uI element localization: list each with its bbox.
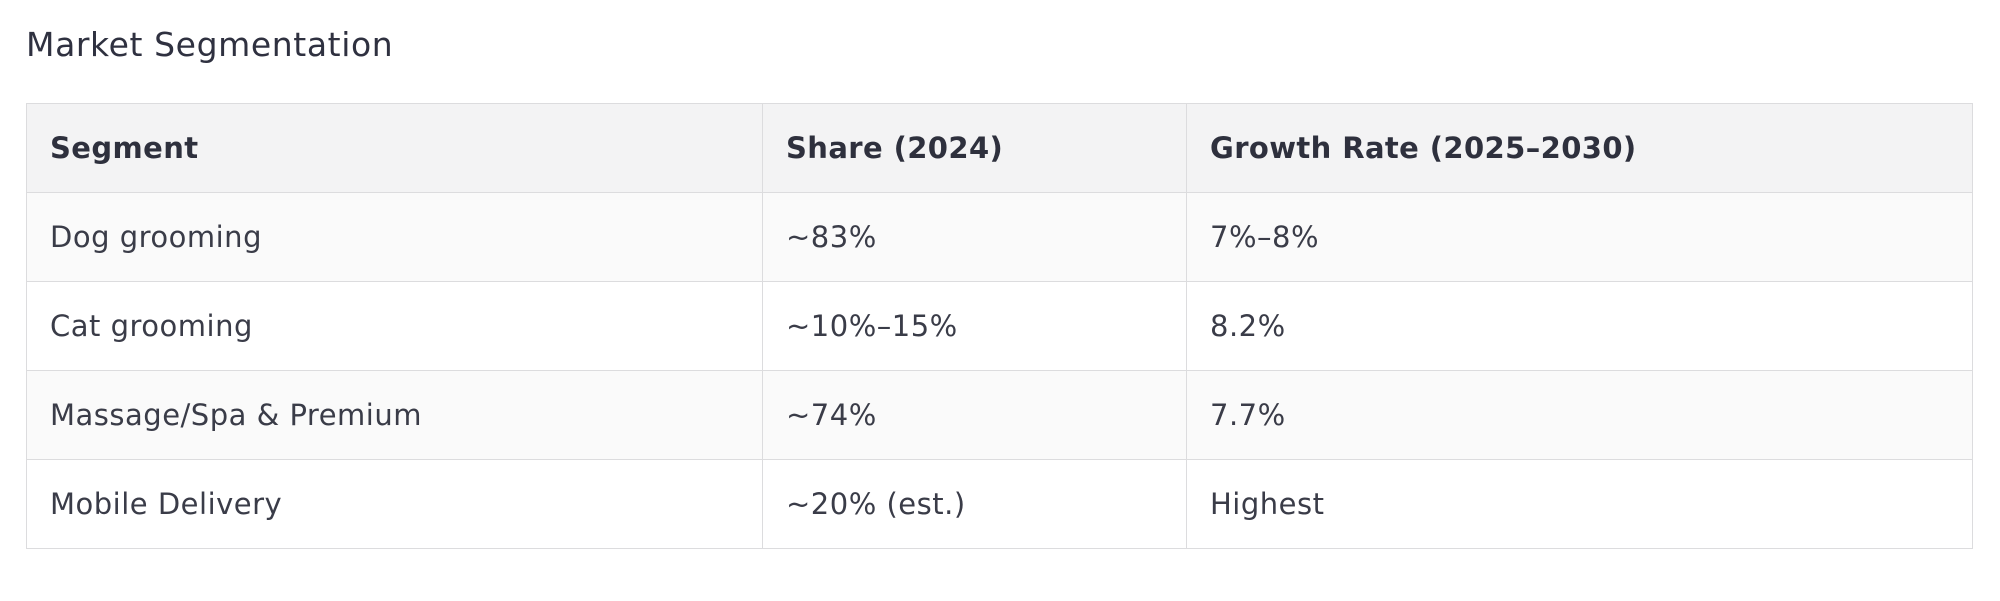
table-row: Dog grooming ~83% 7%–8% [26, 192, 1973, 282]
growth-rate-cell: Highest [1186, 459, 1973, 549]
segment-cell: Dog grooming [26, 192, 763, 282]
share-cell: ~83% [762, 192, 1187, 282]
share-cell: ~74% [762, 370, 1187, 460]
segment-cell: Massage/Spa & Premium [26, 370, 763, 460]
table-row: Mobile Delivery ~20% (est.) Highest [26, 459, 1973, 549]
column-header-segment: Segment [26, 103, 763, 193]
share-cell: ~10%–15% [762, 281, 1187, 371]
market-segmentation-table: Segment Share (2024) Growth Rate (2025–2… [26, 103, 1973, 549]
growth-rate-cell: 8.2% [1186, 281, 1973, 371]
growth-rate-cell: 7%–8% [1186, 192, 1973, 282]
table-row: Massage/Spa & Premium ~74% 7.7% [26, 370, 1973, 460]
share-cell: ~20% (est.) [762, 459, 1187, 549]
segment-cell: Cat grooming [26, 281, 763, 371]
table-header-row: Segment Share (2024) Growth Rate (2025–2… [26, 103, 1973, 193]
table-row: Cat grooming ~10%–15% 8.2% [26, 281, 1973, 371]
section-title: Market Segmentation [26, 25, 394, 64]
column-header-share: Share (2024) [762, 103, 1187, 193]
growth-rate-cell: 7.7% [1186, 370, 1973, 460]
column-header-growth-rate: Growth Rate (2025–2030) [1186, 103, 1973, 193]
segment-cell: Mobile Delivery [26, 459, 763, 549]
